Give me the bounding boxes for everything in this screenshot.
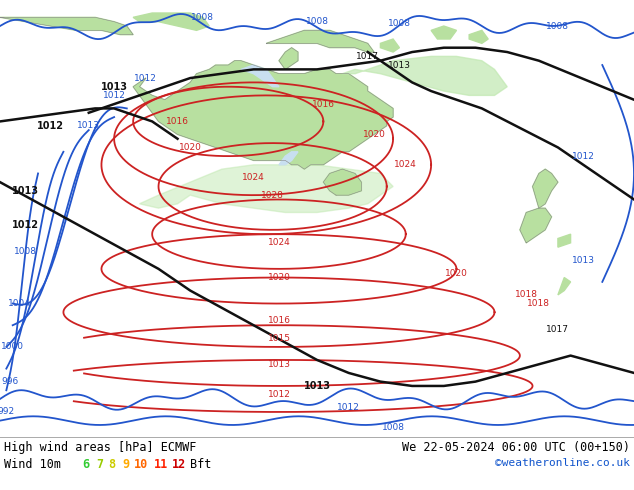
Text: 1017: 1017 [547,325,569,334]
Polygon shape [558,277,571,295]
Text: 996: 996 [1,377,18,386]
Text: 1008: 1008 [382,423,404,432]
Text: 992: 992 [0,408,15,416]
Polygon shape [133,13,209,30]
Text: 1016: 1016 [166,117,189,126]
Text: 1013: 1013 [12,186,39,196]
Text: 1020: 1020 [179,143,202,152]
Polygon shape [241,65,279,87]
Text: 1012: 1012 [572,151,595,161]
Text: 1008: 1008 [191,13,214,22]
Polygon shape [520,208,552,243]
Text: 1004: 1004 [8,299,30,308]
Text: 8: 8 [108,458,115,471]
Text: 12: 12 [172,458,186,471]
Polygon shape [533,169,558,208]
Polygon shape [0,17,133,35]
Polygon shape [279,48,298,70]
Text: 1024: 1024 [268,238,290,247]
Text: 9: 9 [122,458,129,471]
Text: 10: 10 [134,458,148,471]
Text: 1015: 1015 [268,334,290,343]
Text: 1013: 1013 [101,82,127,92]
Text: 1000: 1000 [1,343,24,351]
Polygon shape [342,56,507,96]
Text: 1016: 1016 [312,99,335,109]
Text: 1008: 1008 [14,247,37,256]
Text: 1013: 1013 [77,121,100,130]
Text: 1012: 1012 [337,403,360,412]
Text: 1013: 1013 [388,61,411,70]
Text: 1012: 1012 [12,220,39,230]
Text: High wind areas [hPa] ECMWF: High wind areas [hPa] ECMWF [4,441,197,454]
Polygon shape [380,39,399,52]
Polygon shape [469,30,488,44]
Polygon shape [431,26,456,39]
Polygon shape [323,169,361,195]
Text: 1024: 1024 [394,160,417,169]
Text: We 22-05-2024 06:00 UTC (00+150): We 22-05-2024 06:00 UTC (00+150) [402,441,630,454]
Text: 1008: 1008 [306,17,328,26]
Polygon shape [279,152,298,165]
Text: 1017: 1017 [356,52,379,61]
Polygon shape [139,165,393,213]
Text: ©weatheronline.co.uk: ©weatheronline.co.uk [495,458,630,468]
Text: 1016: 1016 [268,317,290,325]
Text: 1020: 1020 [445,269,468,278]
Text: 1008: 1008 [388,19,411,28]
Text: Wind 10m: Wind 10m [4,458,61,471]
Text: 1013: 1013 [268,360,290,369]
Text: 7: 7 [96,458,103,471]
Text: 1020: 1020 [363,130,385,139]
Text: Bft: Bft [190,458,211,471]
Polygon shape [558,234,571,247]
Text: 1018: 1018 [515,291,538,299]
Text: 1024: 1024 [242,173,265,182]
Text: 1013: 1013 [304,381,330,391]
Polygon shape [266,30,374,52]
Text: 1018: 1018 [527,299,550,308]
Text: 6: 6 [82,458,89,471]
Text: 1028: 1028 [261,191,284,199]
Polygon shape [133,61,393,169]
Text: 1020: 1020 [268,273,290,282]
Text: 11: 11 [154,458,168,471]
Text: 1013: 1013 [572,256,595,265]
Text: 1012: 1012 [268,390,290,399]
Text: 1012: 1012 [103,91,126,100]
Text: 1012: 1012 [37,121,64,131]
Text: 1008: 1008 [547,22,569,30]
Text: 1012: 1012 [134,74,157,82]
